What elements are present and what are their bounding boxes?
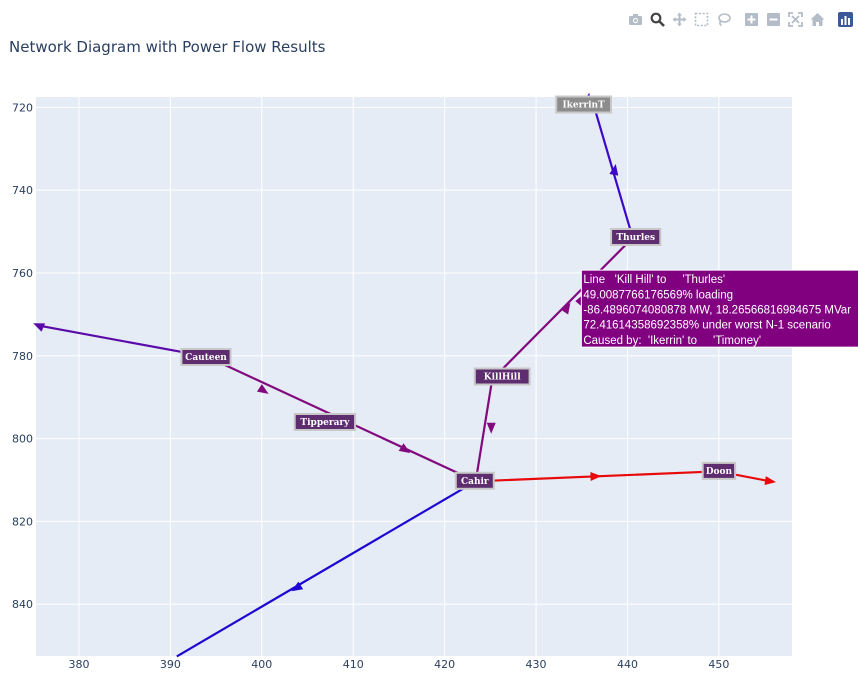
x-tick-label: 380 — [68, 658, 89, 671]
node-label: IkerrinT — [562, 101, 605, 111]
hover-text-line: 72.41614358692358% under worst N-1 scena… — [583, 320, 830, 332]
node-box — [180, 348, 232, 366]
node-tipperary[interactable]: Tipperary — [293, 413, 357, 431]
node-label: Tipperary — [300, 418, 350, 428]
node-cahir[interactable]: Cahir — [454, 471, 495, 490]
y-tick-label: 800 — [12, 433, 33, 446]
hover-text-line: Caused by: 'Ikerrin' to 'Timoney' — [583, 335, 761, 347]
edge-arrowhead — [560, 302, 571, 315]
y-tick-label: 740 — [12, 184, 33, 197]
node-box — [610, 228, 662, 246]
x-tick-label: 410 — [343, 658, 364, 671]
edge-arrowhead — [256, 384, 269, 394]
node-box — [555, 95, 612, 114]
edge-arrowhead — [486, 422, 496, 434]
y-tick-label: 820 — [12, 515, 33, 528]
edge-line[interactable] — [38, 324, 208, 358]
node-box — [454, 471, 495, 490]
x-tick-label: 420 — [434, 658, 455, 671]
x-tick-label: 390 — [160, 658, 181, 671]
edge-arrowhead — [291, 581, 304, 592]
autoscale-icon[interactable] — [784, 9, 806, 29]
edge-line[interactable] — [590, 98, 633, 233]
node-thurles[interactable]: Thurles — [610, 228, 662, 246]
modebar — [624, 9, 856, 29]
node-label: Thurles — [616, 233, 655, 243]
hover-text-line: Line 'Kill Hill' to 'Thurles' — [583, 274, 725, 286]
reset-axes-icon[interactable] — [806, 9, 828, 29]
zoom-in-icon[interactable] — [740, 9, 762, 29]
y-tick-label: 720 — [12, 101, 33, 114]
y-tick-label: 760 — [12, 267, 33, 280]
hover-text-line: -86.4896074080878 MW, 18.26566816984675 … — [583, 305, 851, 317]
edge-arrowhead — [764, 476, 777, 486]
edge-arrowhead — [590, 471, 602, 481]
y-tick-label: 840 — [12, 598, 33, 611]
node-ikerrint[interactable]: IkerrinT — [555, 95, 612, 114]
node-label: KillHill — [484, 373, 521, 383]
y-tick-label: 780 — [12, 350, 33, 363]
x-tick-label: 400 — [251, 658, 272, 671]
hover-tooltip: Line 'Kill Hill' to 'Thurles' 49.00877661… — [575, 269, 858, 348]
pan-icon[interactable] — [668, 9, 690, 29]
zoom-icon[interactable] — [646, 9, 668, 29]
plot-title: Network Diagram with Power Flow Results — [9, 38, 326, 56]
node-doon[interactable]: Doon — [701, 461, 737, 480]
edge-arrowhead — [398, 443, 411, 454]
x-tick-label: 450 — [708, 658, 729, 671]
box-select-icon[interactable] — [690, 9, 712, 29]
node-label: Cauteen — [185, 353, 227, 363]
node-label: Cahir — [461, 477, 489, 487]
node-killhill[interactable]: KillHill — [473, 367, 531, 386]
node-box — [701, 461, 737, 480]
x-tick-label: 440 — [617, 658, 638, 671]
hover-pointer — [575, 296, 582, 307]
edge-line[interactable] — [176, 480, 477, 658]
hover-box — [580, 269, 858, 348]
lasso-select-icon[interactable] — [712, 9, 734, 29]
plotly-logo-icon[interactable] — [834, 9, 856, 29]
x-tick-label: 430 — [526, 658, 547, 671]
node-box — [293, 413, 357, 431]
camera-icon[interactable] — [624, 9, 646, 29]
edge-arrowhead — [609, 163, 619, 176]
hover-text-line: 49.0087766176569% loading — [583, 289, 733, 301]
node-label: Doon — [706, 467, 733, 477]
node-box — [473, 367, 531, 386]
edge-arrowhead — [33, 323, 46, 332]
plot-area — [36, 97, 792, 656]
zoom-out-icon[interactable] — [762, 9, 784, 29]
node-cauteen[interactable]: Cauteen — [180, 348, 232, 366]
